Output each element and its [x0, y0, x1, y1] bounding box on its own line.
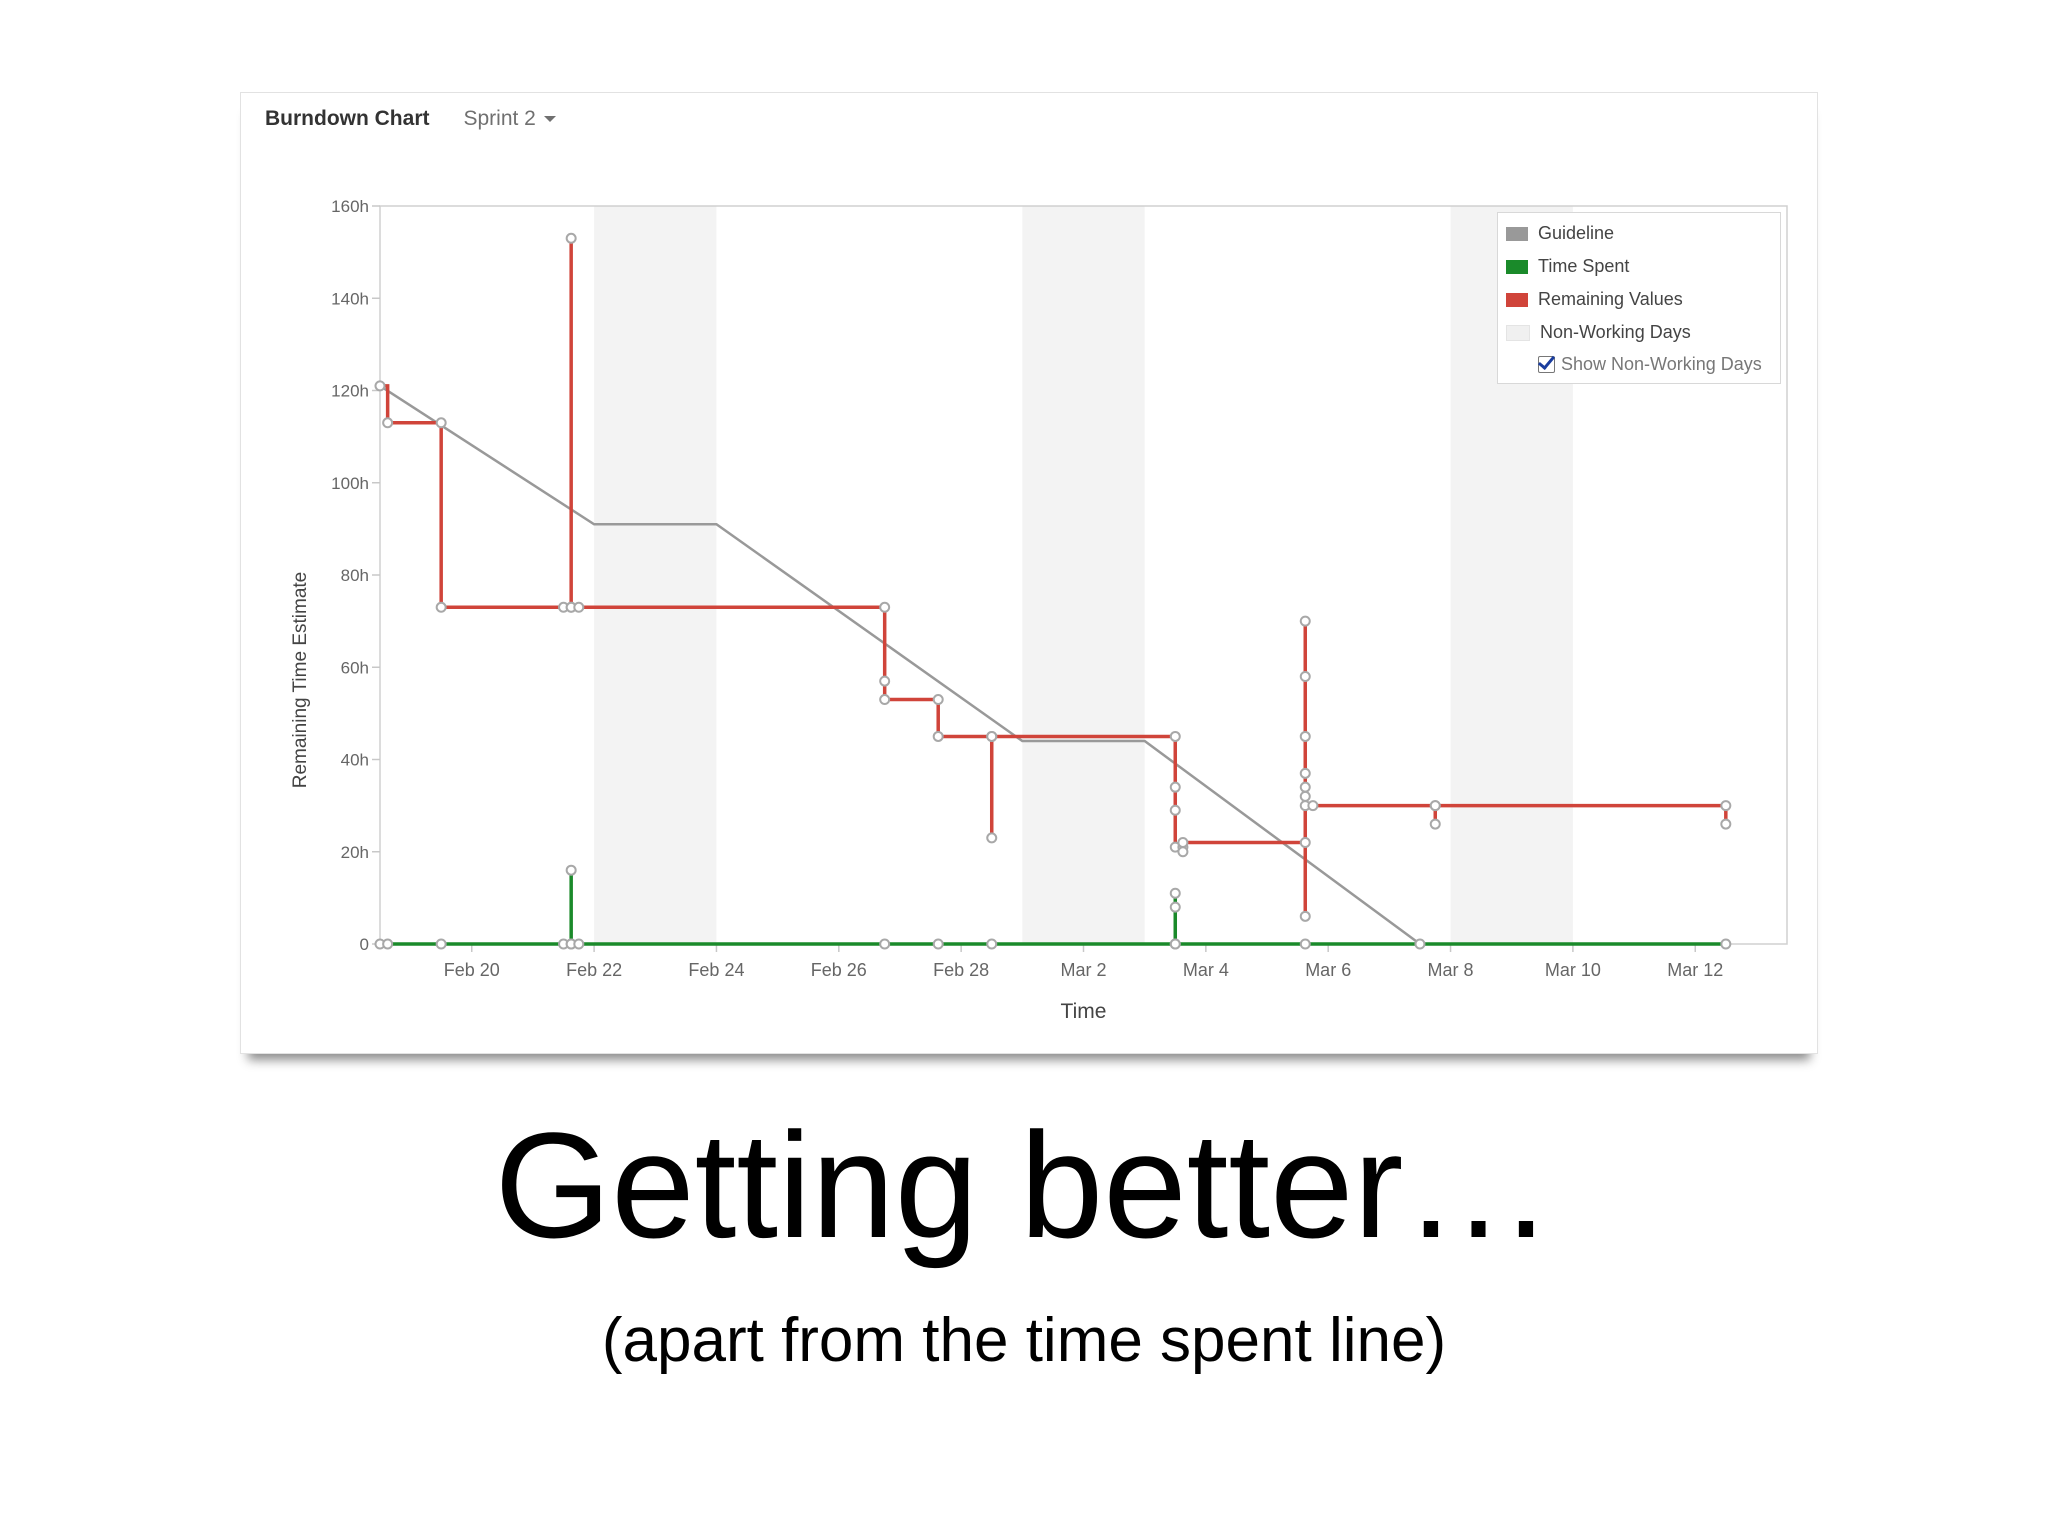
legend-swatch-remaining-values [1506, 292, 1528, 307]
x-tick-label: Mar 4 [1183, 960, 1229, 980]
y-tick-label: 0 [360, 935, 369, 954]
non-working-day-band [1022, 206, 1145, 944]
data-point-remaining-values [435, 417, 447, 429]
data-point-remaining-values [1169, 781, 1181, 793]
data-point-remaining-values [1169, 804, 1181, 816]
data-point-remaining-values [1307, 800, 1319, 812]
legend-swatch-time-spent [1506, 259, 1528, 274]
sprint-dropdown-label: Sprint 2 [463, 107, 536, 130]
data-point-time-spent [1720, 938, 1732, 950]
data-point-remaining-values [1299, 767, 1311, 779]
data-point-remaining-values [1177, 846, 1189, 858]
data-point-remaining-values [1299, 837, 1311, 849]
data-point-time-spent [435, 938, 447, 950]
legend-label-non-working-days: Non-Working Days [1540, 322, 1691, 342]
data-point-remaining-values [1177, 837, 1189, 849]
y-tick-label: 140h [331, 289, 369, 308]
x-tick-label: Feb 26 [811, 960, 867, 980]
x-tick-label: Mar 12 [1667, 960, 1723, 980]
data-point-remaining-values [986, 832, 998, 844]
burndown-chart: 0 20h 40h 60h 80h 100h 120h 140h 160h Feb 20 Feb 2… [290, 197, 1788, 1023]
data-point-time-spent [879, 938, 891, 950]
data-point-remaining-values [1299, 790, 1311, 802]
y-tick-label: 160h [331, 197, 369, 216]
data-point-remaining-values [879, 675, 891, 687]
data-point-remaining-values [1429, 818, 1441, 830]
data-point-remaining-values [1169, 730, 1181, 742]
data-point-remaining-values [435, 601, 447, 613]
chart-header: Burndown Chart Sprint 2 [265, 104, 556, 134]
y-tick-label: 80h [341, 566, 369, 585]
x-tick-label: Feb 28 [933, 960, 989, 980]
data-point-remaining-values [1299, 670, 1311, 682]
data-point-remaining-values [879, 694, 891, 706]
series-line-guideline [379, 384, 1421, 946]
show-non-working-days-checkbox[interactable] [1537, 351, 1556, 373]
legend-item-remaining-values[interactable]: Remaining Values [1506, 289, 1683, 310]
data-point-time-spent [1169, 901, 1181, 913]
x-tick-label: Mar 6 [1305, 960, 1351, 980]
caret-down-icon [543, 116, 556, 122]
chart-title: Burndown Chart [265, 107, 430, 130]
y-tick-label: 20h [341, 843, 369, 862]
y-tick-label: 40h [341, 751, 369, 770]
series-line-time-spent [380, 870, 1726, 946]
legend-label-time-spent: Time Spent [1538, 256, 1630, 276]
y-tick-label: 100h [331, 474, 369, 493]
y-axis-label: Remaining Time Estimate [290, 572, 311, 788]
data-point-time-spent [1299, 938, 1311, 950]
sprint-dropdown[interactable]: Sprint 2 [463, 107, 556, 131]
legend-swatch-non-working-days [1506, 324, 1530, 341]
data-point-remaining-values [1720, 800, 1732, 812]
data-point-remaining-values [573, 601, 585, 613]
data-point-time-spent [1169, 887, 1181, 899]
checkmark-icon [1537, 351, 1556, 371]
x-tick-label: Mar 8 [1428, 960, 1474, 980]
x-tick-label: Feb 20 [444, 960, 500, 980]
x-tick-label: Mar 2 [1060, 960, 1106, 980]
x-tick-label: Feb 24 [688, 960, 744, 980]
y-tick-label: 120h [331, 382, 369, 401]
x-axis-label: Time [1061, 1000, 1107, 1023]
legend-item-guideline[interactable]: Guideline [1506, 223, 1614, 244]
data-point-time-spent [1414, 938, 1426, 950]
legend-swatch-guideline [1506, 226, 1528, 241]
show-non-working-days-toggle[interactable]: Show Non-Working Days [1537, 351, 1762, 375]
data-point-remaining-values [1299, 730, 1311, 742]
non-working-day-band [594, 206, 717, 944]
slide-subtitle: (apart from the time spent line) [601, 1306, 1447, 1375]
data-point-remaining-values [986, 730, 998, 742]
x-tick-label: Feb 22 [566, 960, 622, 980]
data-point-remaining-values [932, 694, 944, 706]
x-tick-label: Mar 10 [1545, 960, 1601, 980]
data-point-remaining-values [1299, 615, 1311, 627]
data-point-remaining-values [374, 380, 386, 392]
data-point-remaining-values [1299, 781, 1311, 793]
data-point-remaining-values [382, 417, 394, 429]
data-point-time-spent [986, 938, 998, 950]
chart-legend: Guideline Time Spent Remaining Values No… [1497, 212, 1781, 384]
data-point-remaining-values [932, 730, 944, 742]
data-point-remaining-values [1720, 818, 1732, 830]
show-non-working-days-label: Show Non-Working Days [1561, 354, 1762, 374]
data-point-remaining-values [879, 601, 891, 613]
data-point-time-spent [1169, 938, 1181, 950]
data-point-time-spent [382, 938, 394, 950]
slide-title: Getting better… [494, 1101, 1554, 1269]
data-point-time-spent [573, 938, 585, 950]
data-point-remaining-values [1429, 800, 1441, 812]
legend-label-guideline: Guideline [1538, 223, 1615, 243]
y-tick-label: 60h [341, 658, 369, 677]
data-point-time-spent [932, 938, 944, 950]
data-point-remaining-values [1299, 910, 1311, 922]
legend-label-remaining-values: Remaining Values [1538, 289, 1683, 309]
legend-item-non-working-days[interactable]: Non-Working Days [1506, 322, 1691, 343]
data-point-remaining-values [565, 232, 577, 244]
data-point-time-spent [565, 864, 577, 876]
legend-item-time-spent[interactable]: Time Spent [1506, 256, 1629, 277]
